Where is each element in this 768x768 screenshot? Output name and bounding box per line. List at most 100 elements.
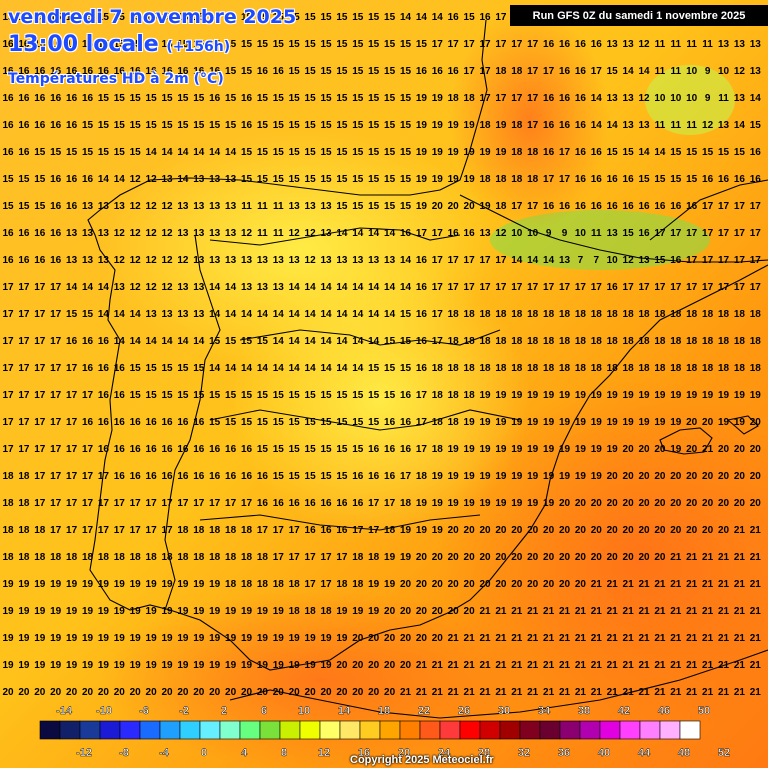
temperature-value: 14 — [654, 147, 666, 158]
temperature-value: 21 — [702, 552, 714, 563]
temperature-value: 15 — [82, 120, 94, 131]
temperature-value: 14 — [320, 282, 332, 293]
temperature-value: 14 — [257, 363, 269, 374]
temperature-value: 21 — [734, 687, 746, 698]
temperature-value: 18 — [336, 579, 348, 590]
temperature-value: 13 — [98, 255, 110, 266]
temperature-value: 17 — [50, 525, 62, 536]
temperature-value: 16 — [591, 174, 603, 185]
temperature-value: 13 — [273, 282, 285, 293]
temperature-value: 15 — [209, 417, 221, 428]
temperature-value: 18 — [495, 201, 507, 212]
temperature-value: 19 — [543, 444, 555, 455]
temperature-value: 20 — [543, 525, 555, 536]
temperature-value: 20 — [623, 552, 635, 563]
legend-swatch — [119, 720, 141, 740]
temperature-value: 16 — [289, 498, 301, 509]
temperature-value: 18 — [177, 552, 189, 563]
temperature-value: 21 — [448, 633, 460, 644]
temperature-value: 16 — [559, 39, 571, 50]
temperature-value: 18 — [511, 309, 523, 320]
temperature-value: 19 — [98, 579, 110, 590]
forecast-time: 13:00 locale (+156h) — [8, 32, 230, 57]
temperature-value: 20 — [225, 687, 237, 698]
temperature-value: 18 — [400, 498, 412, 509]
temperature-value: 17 — [432, 228, 444, 239]
temperature-value: 19 — [718, 390, 730, 401]
temperature-value: 16 — [384, 417, 396, 428]
temperature-value: 19 — [273, 660, 285, 671]
legend-label: 0 — [201, 747, 207, 759]
temperature-value: 17 — [2, 444, 14, 455]
temperature-value: 18 — [591, 309, 603, 320]
temperature-value: 15 — [750, 120, 762, 131]
temperature-value: 16 — [114, 444, 126, 455]
temperature-value: 18 — [575, 336, 587, 347]
temperature-value: 17 — [670, 228, 682, 239]
temperature-value: 15 — [50, 12, 62, 23]
temperature-value: 15 — [400, 147, 412, 158]
legend-swatch — [239, 720, 261, 740]
temperature-value: 18 — [511, 66, 523, 77]
temperature-value: 15 — [384, 12, 396, 23]
temperature-value: 17 — [750, 201, 762, 212]
temperature-value: 21 — [607, 633, 619, 644]
temperature-value: 21 — [702, 606, 714, 617]
temperature-value: 13 — [289, 255, 301, 266]
temperature-value: 16 — [50, 93, 62, 104]
temperature-value: 19 — [161, 606, 173, 617]
temperature-value: 15 — [289, 471, 301, 482]
temperature-value: 19 — [670, 417, 682, 428]
temperature-value: 17 — [432, 255, 444, 266]
temperature-value: 19 — [543, 498, 555, 509]
temperature-value: 18 — [734, 309, 746, 320]
temperature-value: 19 — [34, 633, 46, 644]
temperature-value: 15 — [241, 66, 253, 77]
temperature-value: 15 — [638, 174, 650, 185]
temperature-value: 17 — [193, 498, 205, 509]
temperature-value: 20 — [623, 471, 635, 482]
temperature-value: 20 — [686, 417, 698, 428]
temperature-value: 16 — [416, 309, 428, 320]
temperature-value: 18 — [527, 174, 539, 185]
legend-swatch — [259, 720, 281, 740]
temperature-value: 15 — [34, 201, 46, 212]
temperature-value: 14 — [320, 309, 332, 320]
legend-swatch — [219, 720, 241, 740]
legend-swatch — [539, 720, 561, 740]
temperature-value: 20 — [511, 579, 523, 590]
temperature-value: 15 — [114, 39, 126, 50]
temperature-value: 16 — [607, 174, 619, 185]
temperature-value: 17 — [559, 174, 571, 185]
temperature-value: 16 — [161, 444, 173, 455]
temperature-value: 14 — [257, 309, 269, 320]
north-africa-coast — [229, 649, 768, 719]
temperature-value: 20 — [638, 525, 650, 536]
temperature-value: 16 — [241, 444, 253, 455]
temperature-value: 15 — [320, 444, 332, 455]
temperature-value: 19 — [416, 147, 428, 158]
temperature-value: 19 — [654, 417, 666, 428]
temperature-value: 21 — [527, 633, 539, 644]
temperature-value: 14 — [130, 309, 142, 320]
temperature-value: 21 — [607, 579, 619, 590]
temperature-value: 19 — [177, 660, 189, 671]
temperature-value: 14 — [114, 174, 126, 185]
temperature-value: 15 — [146, 363, 158, 374]
legend-swatch — [199, 720, 221, 740]
temperature-value: 21 — [591, 633, 603, 644]
temperature-value: 15 — [177, 363, 189, 374]
temperature-value: 14 — [368, 309, 380, 320]
temperature-value: 20 — [638, 552, 650, 563]
temperature-value: 19 — [670, 390, 682, 401]
temperature-value: 21 — [702, 687, 714, 698]
temperature-value: 15 — [130, 363, 142, 374]
temperature-value: 16 — [50, 120, 62, 131]
temperature-value: 19 — [384, 579, 396, 590]
temperature-value: 17 — [114, 525, 126, 536]
temperature-value: 20 — [479, 525, 491, 536]
temperature-value: 20 — [193, 687, 205, 698]
temperature-value: 17 — [686, 228, 698, 239]
temperature-value: 17 — [66, 498, 78, 509]
temperature-value: 15 — [400, 93, 412, 104]
